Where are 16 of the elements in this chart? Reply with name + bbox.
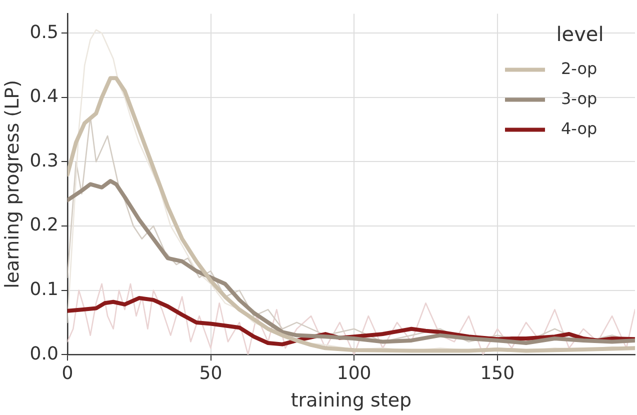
legend-label: 3-op (561, 88, 598, 108)
y-tick-label: 0.2 (30, 214, 58, 236)
legend-title: level (556, 22, 604, 46)
y-tick-label: 0.3 (30, 150, 58, 172)
y-axis-title: learning progress (LP) (1, 80, 24, 288)
x-tick-label: 150 (480, 363, 515, 384)
x-tick-label: 50 (199, 363, 222, 384)
y-tick-label: 0.4 (30, 86, 58, 108)
legend-label: 2-op (561, 58, 598, 78)
y-tick-label: 0.0 (30, 343, 58, 364)
y-tick-label: 0.5 (30, 22, 58, 43)
x-axis-title: training step (290, 390, 412, 412)
x-tick-label: 100 (336, 363, 372, 384)
x-tick-label: 0 (62, 363, 74, 384)
y-tick-label: 0.1 (30, 278, 58, 300)
legend-label: 4-op (561, 118, 598, 138)
